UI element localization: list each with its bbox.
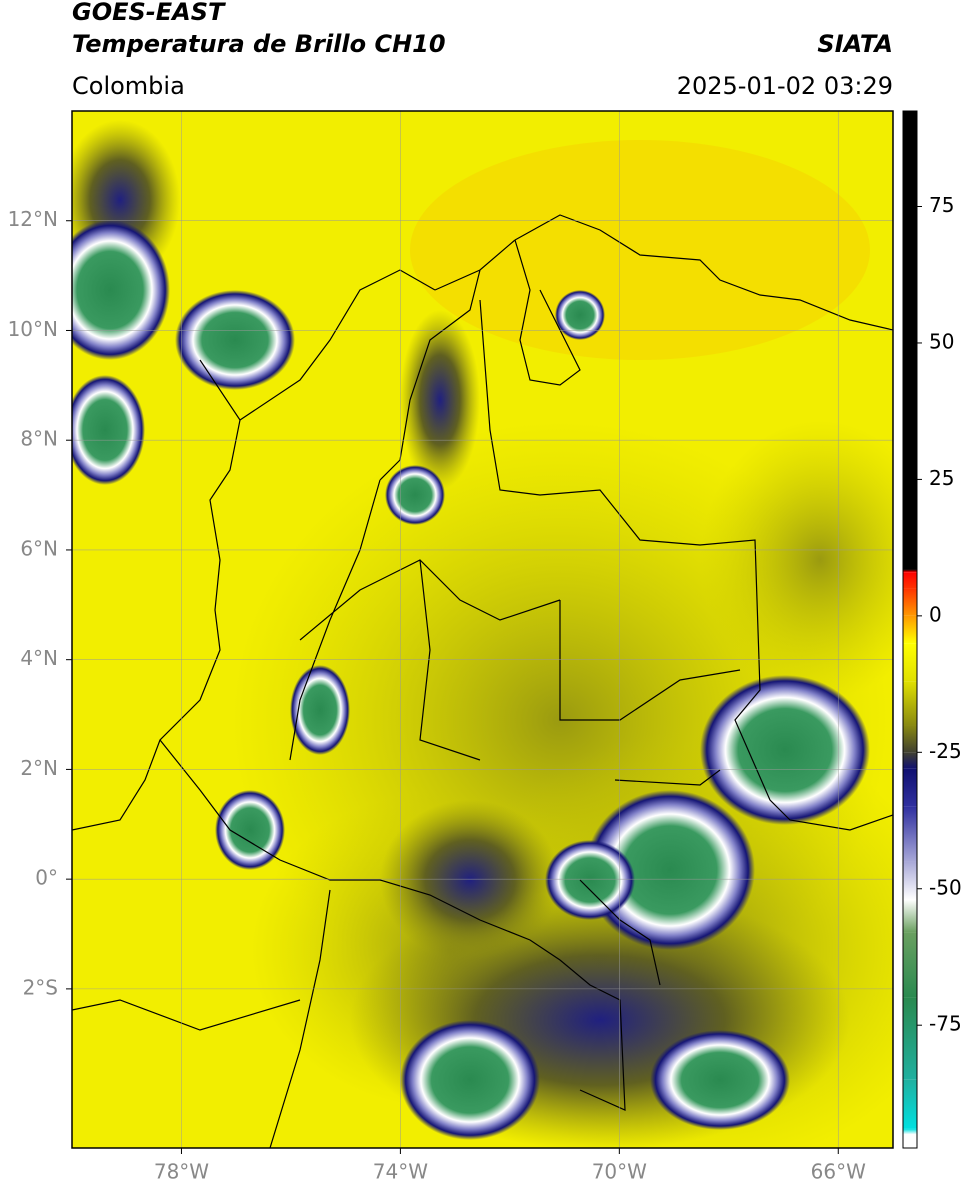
satellite-image [72,111,893,1148]
colorbar-tick-label: 75 [929,193,954,217]
colorbar-segment [903,569,917,573]
colorbar-segment [903,588,917,616]
colorbar-segment [903,1134,917,1148]
colorbar-segment [903,725,917,753]
colorbar-segment [903,932,917,998]
colorbar-frame [902,110,918,1149]
colorbar-segment [903,643,917,682]
subtitle: Temperatura de Brillo CH10 [72,30,446,58]
colorbar-segment [903,752,917,769]
y-tick-label: 10°N [8,317,58,341]
x-tick-label: 70°W [592,1160,647,1184]
title: GOES-EAST [72,0,226,26]
colorbar-segment [903,899,917,933]
y-tick-label: 2°S [23,975,58,999]
y-tick-label: 6°N [20,536,58,560]
y-tick-label: 8°N [20,427,58,451]
colorbar-segment [903,111,917,570]
colorbar: 75 50 25 0 -25 -50 -75 [902,110,962,1149]
colorbar-segment [903,681,917,726]
colorbar-segment [903,768,917,807]
colorbar-tick-label: 0 [929,602,942,626]
colorbar-segment [903,1079,917,1129]
colorbar-tick-label: -50 [929,875,962,899]
x-tick-label: 66°W [811,1160,866,1184]
region: Colombia [72,72,185,100]
colorbar-segment [903,615,917,644]
y-tick-label: 12°N [8,207,58,231]
y-tick-label: 0° [35,866,58,890]
colorbar-segment [903,997,917,1080]
source: SIATA [817,30,893,58]
colorbar-segment [903,1128,917,1135]
y-tick-label: 4°N [20,646,58,670]
colorbar-tick-label: 25 [929,466,954,490]
colorbar-segment [903,806,917,862]
y-tick-label: 2°N [20,756,58,780]
x-tick-label: 78°W [154,1160,209,1184]
datetime: 2025-01-02 03:29 [677,72,893,100]
colorbar-tick-label: -75 [929,1012,962,1036]
x-tick-label: 74°W [373,1160,428,1184]
colorbar-tick-label: -25 [929,739,962,763]
colorbar-segment [903,861,917,900]
map-frame [71,110,894,1149]
colorbar-tick-label: 50 [929,329,954,353]
colorbar-segment [903,572,917,589]
grid [72,111,893,1148]
